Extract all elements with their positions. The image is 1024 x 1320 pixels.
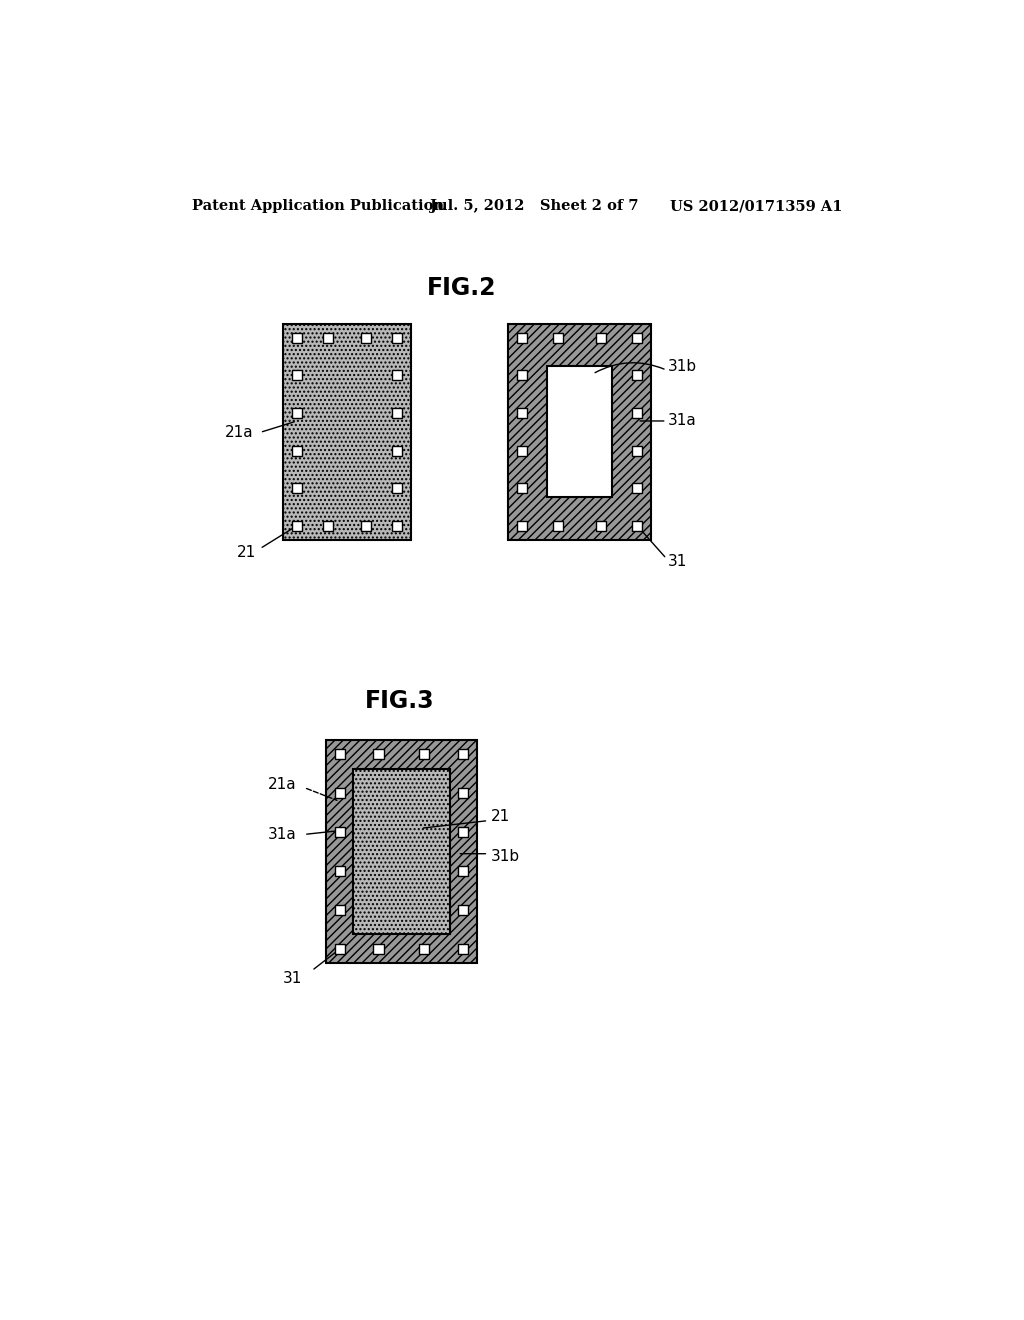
Text: 21: 21 bbox=[237, 545, 256, 560]
Bar bbox=[632, 483, 642, 494]
Bar bbox=[517, 371, 526, 380]
Bar bbox=[517, 483, 526, 494]
Text: US 2012/0171359 A1: US 2012/0171359 A1 bbox=[671, 199, 843, 213]
Bar bbox=[458, 944, 468, 954]
Bar bbox=[323, 333, 333, 343]
Bar bbox=[292, 371, 302, 380]
Bar bbox=[335, 748, 345, 759]
Bar bbox=[553, 520, 563, 531]
Bar bbox=[419, 944, 429, 954]
Bar bbox=[517, 520, 526, 531]
Bar bbox=[292, 333, 302, 343]
Bar bbox=[458, 866, 468, 876]
Text: Patent Application Publication: Patent Application Publication bbox=[191, 199, 443, 213]
Bar bbox=[547, 367, 612, 498]
Text: 21: 21 bbox=[490, 809, 510, 824]
Bar bbox=[392, 520, 402, 531]
Bar bbox=[553, 333, 563, 343]
Bar bbox=[374, 944, 384, 954]
Bar bbox=[517, 408, 526, 418]
Bar bbox=[392, 483, 402, 494]
Bar bbox=[335, 788, 345, 797]
Bar bbox=[292, 408, 302, 418]
Text: 31b: 31b bbox=[669, 359, 697, 374]
Bar bbox=[361, 333, 371, 343]
Bar bbox=[632, 408, 642, 418]
Bar bbox=[517, 333, 526, 343]
Bar bbox=[508, 323, 651, 540]
Bar bbox=[632, 371, 642, 380]
Bar bbox=[458, 826, 468, 837]
Bar bbox=[458, 788, 468, 797]
Bar bbox=[419, 748, 429, 759]
Text: Jul. 5, 2012   Sheet 2 of 7: Jul. 5, 2012 Sheet 2 of 7 bbox=[430, 199, 639, 213]
Bar bbox=[361, 520, 371, 531]
Bar bbox=[335, 944, 345, 954]
Bar bbox=[632, 520, 642, 531]
Text: 31b: 31b bbox=[490, 849, 520, 865]
Bar bbox=[292, 446, 302, 455]
Bar bbox=[458, 906, 468, 915]
Bar bbox=[292, 483, 302, 494]
Bar bbox=[517, 446, 526, 455]
Bar bbox=[283, 323, 411, 540]
Bar bbox=[326, 739, 477, 964]
Bar bbox=[323, 520, 333, 531]
Text: FIG.3: FIG.3 bbox=[365, 689, 434, 713]
Bar bbox=[596, 520, 606, 531]
Text: 31: 31 bbox=[283, 972, 302, 986]
Text: 31a: 31a bbox=[267, 826, 296, 842]
Bar bbox=[352, 770, 450, 933]
Bar bbox=[392, 371, 402, 380]
Bar bbox=[632, 446, 642, 455]
Text: 21a: 21a bbox=[267, 777, 296, 792]
Text: 21a: 21a bbox=[225, 425, 254, 440]
Text: FIG.2: FIG.2 bbox=[427, 276, 496, 300]
Bar bbox=[458, 748, 468, 759]
Bar bbox=[392, 333, 402, 343]
Bar bbox=[374, 748, 384, 759]
Text: 31: 31 bbox=[669, 553, 687, 569]
Text: 31a: 31a bbox=[669, 413, 697, 429]
Bar bbox=[292, 520, 302, 531]
Bar bbox=[392, 408, 402, 418]
Bar bbox=[392, 446, 402, 455]
Bar bbox=[335, 826, 345, 837]
Bar bbox=[335, 866, 345, 876]
Bar bbox=[596, 333, 606, 343]
Bar bbox=[335, 906, 345, 915]
Bar bbox=[632, 333, 642, 343]
